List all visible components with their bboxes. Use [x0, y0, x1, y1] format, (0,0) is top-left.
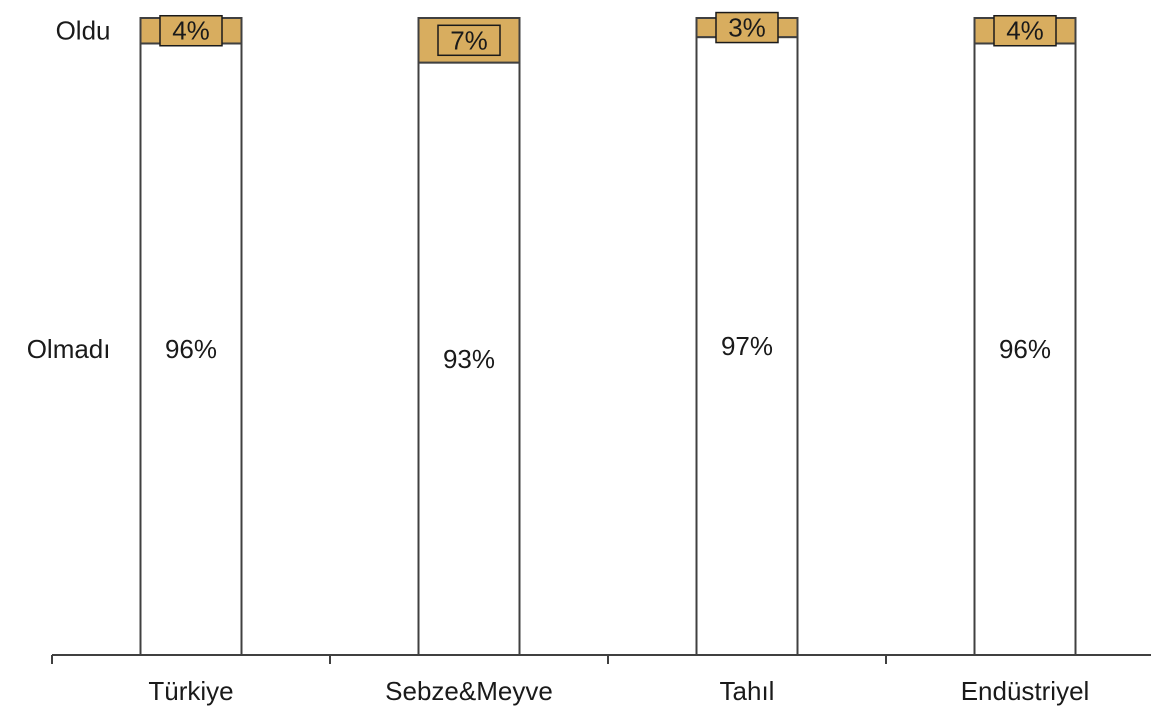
legend: Oldu Olmadı [27, 16, 111, 364]
bar-olmadi-tahil [695, 36, 799, 657]
data-label-oldu-sebze-meyve: 7% [450, 25, 488, 55]
data-label-box-oldu-endustriyel [993, 14, 1057, 47]
x-tick-label-endustriyel: Endüstriyel [961, 676, 1090, 706]
x-tick-label-tahil: Tahıl [720, 676, 775, 706]
legend-label-olmadi: Olmadı [27, 334, 111, 364]
data-label-box-oldu-tahil [715, 11, 779, 44]
data-label-olmadi-tahil: 97% [721, 331, 773, 361]
data-label-box-oldu-sebze-meyve [437, 24, 501, 57]
bar-olmadi-turkiye [139, 42, 243, 657]
x-tick-label-turkiye: Türkiye [148, 676, 233, 706]
x-tick-label-sebze-meyve: Sebze&Meyve [385, 676, 553, 706]
data-label-oldu-turkiye: 4% [172, 16, 210, 46]
data-label-olmadi-endustriyel: 96% [999, 334, 1051, 364]
data-labels-layer: 96% 4% 93% 7% 97% 3% 96% 4% [159, 11, 1057, 374]
data-label-box-oldu-turkiye [159, 14, 223, 47]
bars-layer [139, 17, 1077, 657]
legend-label-oldu: Oldu [56, 16, 111, 46]
x-axis: Türkiye Sebze&Meyve Tahıl Endüstriyel [51, 654, 1151, 706]
data-label-olmadi-turkiye: 96% [165, 334, 217, 364]
data-label-olmadi-sebze-meyve: 93% [443, 344, 495, 374]
data-label-oldu-endustriyel: 4% [1006, 16, 1044, 46]
data-label-oldu-tahil: 3% [728, 13, 766, 43]
